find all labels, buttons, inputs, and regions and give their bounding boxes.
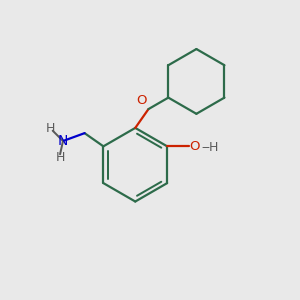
Text: O: O [136,94,147,107]
Text: ‒H: ‒H [202,141,219,154]
Text: O: O [189,140,200,153]
Text: N: N [58,134,68,148]
Text: H: H [46,122,55,135]
Text: H: H [56,151,65,164]
